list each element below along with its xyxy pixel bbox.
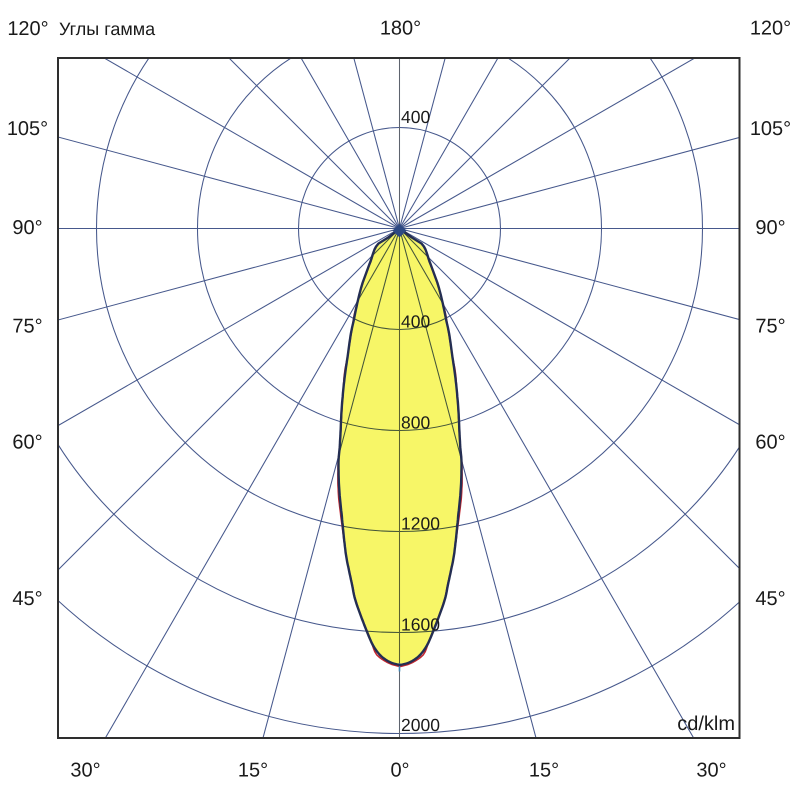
svg-text:1200: 1200 xyxy=(401,514,440,534)
svg-text:90°: 90° xyxy=(12,217,42,239)
svg-text:75°: 75° xyxy=(755,316,785,338)
svg-text:45°: 45° xyxy=(12,588,42,610)
svg-text:120°: 120° xyxy=(750,18,791,40)
svg-text:75°: 75° xyxy=(12,316,42,338)
svg-text:60°: 60° xyxy=(12,432,42,454)
svg-text:15°: 15° xyxy=(238,760,268,782)
svg-text:45°: 45° xyxy=(755,588,785,610)
svg-text:2000: 2000 xyxy=(401,715,440,735)
svg-text:180°: 180° xyxy=(380,18,421,40)
svg-text:105°: 105° xyxy=(750,118,791,140)
svg-text:15°: 15° xyxy=(529,760,559,782)
svg-text:1600: 1600 xyxy=(401,615,440,635)
svg-text:90°: 90° xyxy=(755,217,785,239)
svg-text:400: 400 xyxy=(401,312,430,332)
svg-text:30°: 30° xyxy=(70,760,100,782)
svg-text:Углы гамма: Углы гамма xyxy=(59,19,156,39)
svg-text:120°: 120° xyxy=(7,18,48,40)
svg-text:0°: 0° xyxy=(390,760,409,782)
svg-text:400: 400 xyxy=(401,107,430,127)
svg-text:800: 800 xyxy=(401,413,430,433)
svg-text:cd/klm: cd/klm xyxy=(677,713,735,735)
svg-text:30°: 30° xyxy=(696,760,726,782)
svg-text:60°: 60° xyxy=(755,432,785,454)
svg-text:105°: 105° xyxy=(7,118,48,140)
